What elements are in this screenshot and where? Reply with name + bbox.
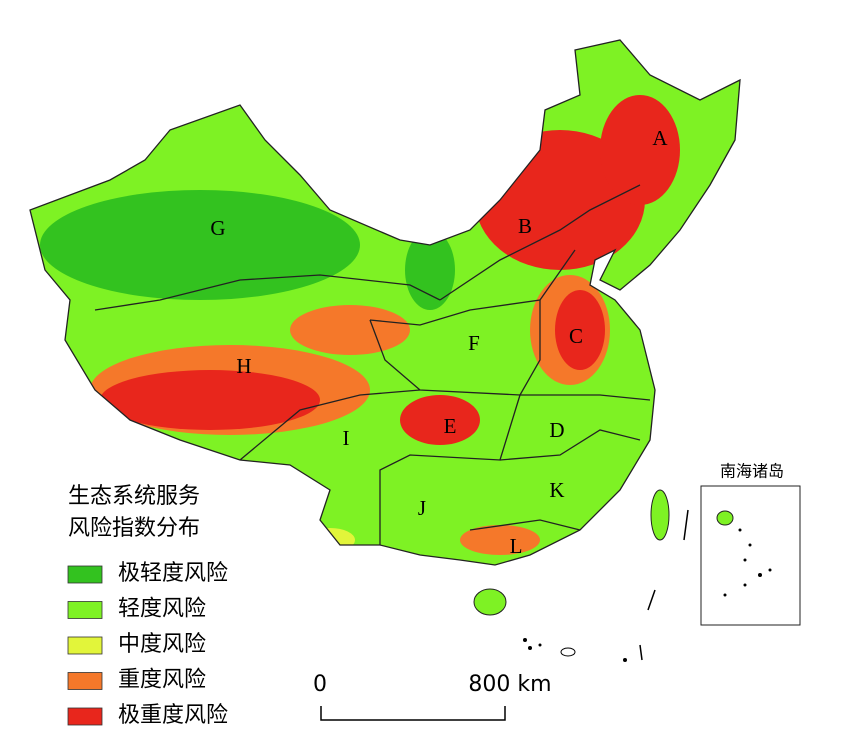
region-borders bbox=[29, 39, 741, 566]
legend-swatch bbox=[67, 565, 103, 584]
taiwan bbox=[650, 489, 670, 541]
region-label: D bbox=[549, 418, 564, 442]
region-label: A bbox=[652, 126, 668, 150]
legend-swatch bbox=[67, 636, 103, 655]
region-label: E bbox=[444, 414, 457, 438]
legend-swatch bbox=[67, 672, 103, 690]
region-label: L bbox=[510, 534, 523, 558]
region-label: G bbox=[210, 216, 225, 240]
islands bbox=[523, 509, 689, 662]
legend-label: 极重度风险 bbox=[118, 703, 228, 728]
region-label: I bbox=[343, 426, 350, 450]
legend-label: 中度风险 bbox=[118, 632, 206, 657]
region-label: C bbox=[569, 324, 583, 348]
scale-label: 0 bbox=[313, 672, 327, 697]
region-label: J bbox=[418, 496, 426, 520]
hainan bbox=[473, 588, 507, 616]
scale-bar: 0 800 km bbox=[313, 672, 552, 721]
region-label: F bbox=[468, 331, 480, 355]
region-label: K bbox=[549, 478, 564, 502]
scale-line bbox=[320, 706, 506, 721]
legend-swatch bbox=[67, 707, 103, 726]
legend-title: 风险指数分布 bbox=[68, 516, 200, 541]
inset: 南海诸岛 bbox=[700, 462, 801, 626]
legend-label: 极轻度风险 bbox=[118, 561, 228, 586]
scale-label: 800 km bbox=[468, 672, 551, 697]
region-label: H bbox=[236, 354, 251, 378]
region-label: B bbox=[518, 214, 532, 238]
legend-swatch bbox=[67, 601, 103, 619]
inset-frame bbox=[700, 485, 801, 626]
inset-title: 南海诸岛 bbox=[720, 462, 784, 481]
legend-label: 轻度风险 bbox=[118, 597, 206, 622]
legend-label: 重度风险 bbox=[118, 668, 206, 693]
legend-title: 生态系统服务 bbox=[68, 484, 200, 509]
